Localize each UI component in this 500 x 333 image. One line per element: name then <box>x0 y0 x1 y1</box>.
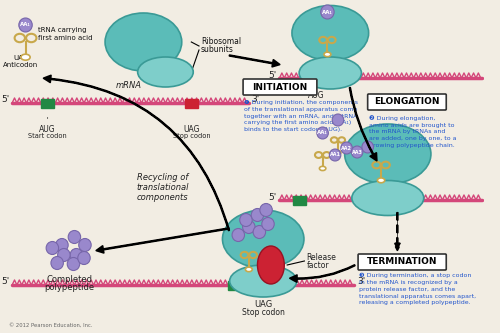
Circle shape <box>58 248 70 261</box>
Text: 5': 5' <box>1 277 9 286</box>
Text: components: components <box>137 193 188 202</box>
FancyArrowPatch shape <box>230 55 280 67</box>
Circle shape <box>78 238 91 251</box>
Circle shape <box>242 220 255 233</box>
Circle shape <box>253 225 266 238</box>
Text: ❷ During elongation,
amino acids are brought to
the mRNA by tRNAs and
are added,: ❷ During elongation, amino acids are bro… <box>368 115 456 148</box>
FancyArrowPatch shape <box>290 265 355 282</box>
Circle shape <box>330 149 341 161</box>
Text: factor: factor <box>306 261 329 270</box>
Text: 5': 5' <box>1 96 9 105</box>
Ellipse shape <box>378 178 385 183</box>
FancyBboxPatch shape <box>368 94 446 110</box>
Ellipse shape <box>222 210 304 268</box>
Text: UAC: UAC <box>14 55 28 61</box>
Text: Anticodon: Anticodon <box>3 62 38 68</box>
Text: Completed: Completed <box>46 275 92 284</box>
Ellipse shape <box>352 180 424 215</box>
Ellipse shape <box>344 124 431 184</box>
Text: 3': 3' <box>252 96 260 105</box>
Circle shape <box>67 257 80 270</box>
Circle shape <box>46 241 58 254</box>
Circle shape <box>332 114 344 126</box>
FancyArrowPatch shape <box>394 213 401 250</box>
Bar <box>184 99 198 108</box>
Circle shape <box>317 127 328 139</box>
Bar <box>252 280 265 289</box>
Circle shape <box>362 141 374 153</box>
Circle shape <box>56 238 68 251</box>
Ellipse shape <box>299 57 362 89</box>
Text: mRNA: mRNA <box>116 81 142 90</box>
Ellipse shape <box>320 166 326 170</box>
FancyBboxPatch shape <box>243 79 317 95</box>
Text: Start codon: Start codon <box>28 133 67 139</box>
Text: Large: Large <box>128 37 159 47</box>
Ellipse shape <box>335 151 341 155</box>
Ellipse shape <box>105 13 182 71</box>
Text: first amino acid: first amino acid <box>38 35 92 41</box>
Ellipse shape <box>21 54 30 60</box>
Bar <box>293 195 306 204</box>
Text: 5': 5' <box>268 192 276 201</box>
Bar <box>41 99 54 108</box>
Circle shape <box>70 248 82 261</box>
Circle shape <box>260 203 272 216</box>
Text: 5': 5' <box>268 71 276 80</box>
Circle shape <box>78 251 90 264</box>
Text: AA₁: AA₁ <box>317 131 328 136</box>
Circle shape <box>251 208 264 221</box>
FancyArrowPatch shape <box>96 228 229 253</box>
Text: Stop codon: Stop codon <box>172 133 210 139</box>
Circle shape <box>19 18 32 32</box>
Ellipse shape <box>138 57 193 87</box>
Text: polypeptide: polypeptide <box>44 283 94 292</box>
Circle shape <box>51 256 64 269</box>
Text: AUG: AUG <box>308 91 324 100</box>
Circle shape <box>262 217 274 230</box>
Text: AUG: AUG <box>40 125 56 134</box>
FancyArrowPatch shape <box>44 76 229 230</box>
Circle shape <box>341 142 352 154</box>
Circle shape <box>240 213 252 226</box>
Text: AA3: AA3 <box>352 150 362 155</box>
Text: translational: translational <box>136 183 189 192</box>
FancyArrowPatch shape <box>350 88 377 161</box>
Text: UAG: UAG <box>183 125 200 134</box>
Ellipse shape <box>292 6 368 61</box>
Circle shape <box>68 230 80 243</box>
Text: AA₁: AA₁ <box>20 23 31 28</box>
Text: INITIATION: INITIATION <box>252 83 308 92</box>
Text: 3': 3' <box>357 277 366 286</box>
Ellipse shape <box>258 246 284 284</box>
Text: AA2: AA2 <box>341 146 352 151</box>
Circle shape <box>232 228 244 241</box>
Text: Release: Release <box>306 253 336 262</box>
Text: ❸ During termination, a stop codon
in the mRNA is recognized by a
protein releas: ❸ During termination, a stop codon in th… <box>359 273 476 305</box>
Ellipse shape <box>324 52 331 57</box>
Bar <box>228 280 241 289</box>
Text: subunits: subunits <box>201 46 234 55</box>
Circle shape <box>320 5 334 19</box>
FancyBboxPatch shape <box>358 254 446 270</box>
Ellipse shape <box>246 267 252 272</box>
Text: © 2012 Pearson Education, Inc.: © 2012 Pearson Education, Inc. <box>9 323 92 328</box>
Text: UAG: UAG <box>254 300 272 309</box>
Text: ❶ During initiation, the components
of the translational apparatus come
together: ❶ During initiation, the components of t… <box>244 100 358 132</box>
Ellipse shape <box>230 265 296 297</box>
Bar <box>309 74 322 83</box>
Text: ELONGATION: ELONGATION <box>374 98 440 107</box>
Text: Small: Small <box>152 68 178 77</box>
Text: TERMINATION: TERMINATION <box>367 257 438 266</box>
Circle shape <box>352 146 363 158</box>
Text: AA₁: AA₁ <box>322 10 333 15</box>
Text: tRNA carrying: tRNA carrying <box>38 27 86 33</box>
Text: Recycling of: Recycling of <box>137 173 188 182</box>
Text: Ribosomal: Ribosomal <box>201 38 241 47</box>
Text: AA1: AA1 <box>330 153 340 158</box>
Text: Stop codon: Stop codon <box>242 308 284 317</box>
